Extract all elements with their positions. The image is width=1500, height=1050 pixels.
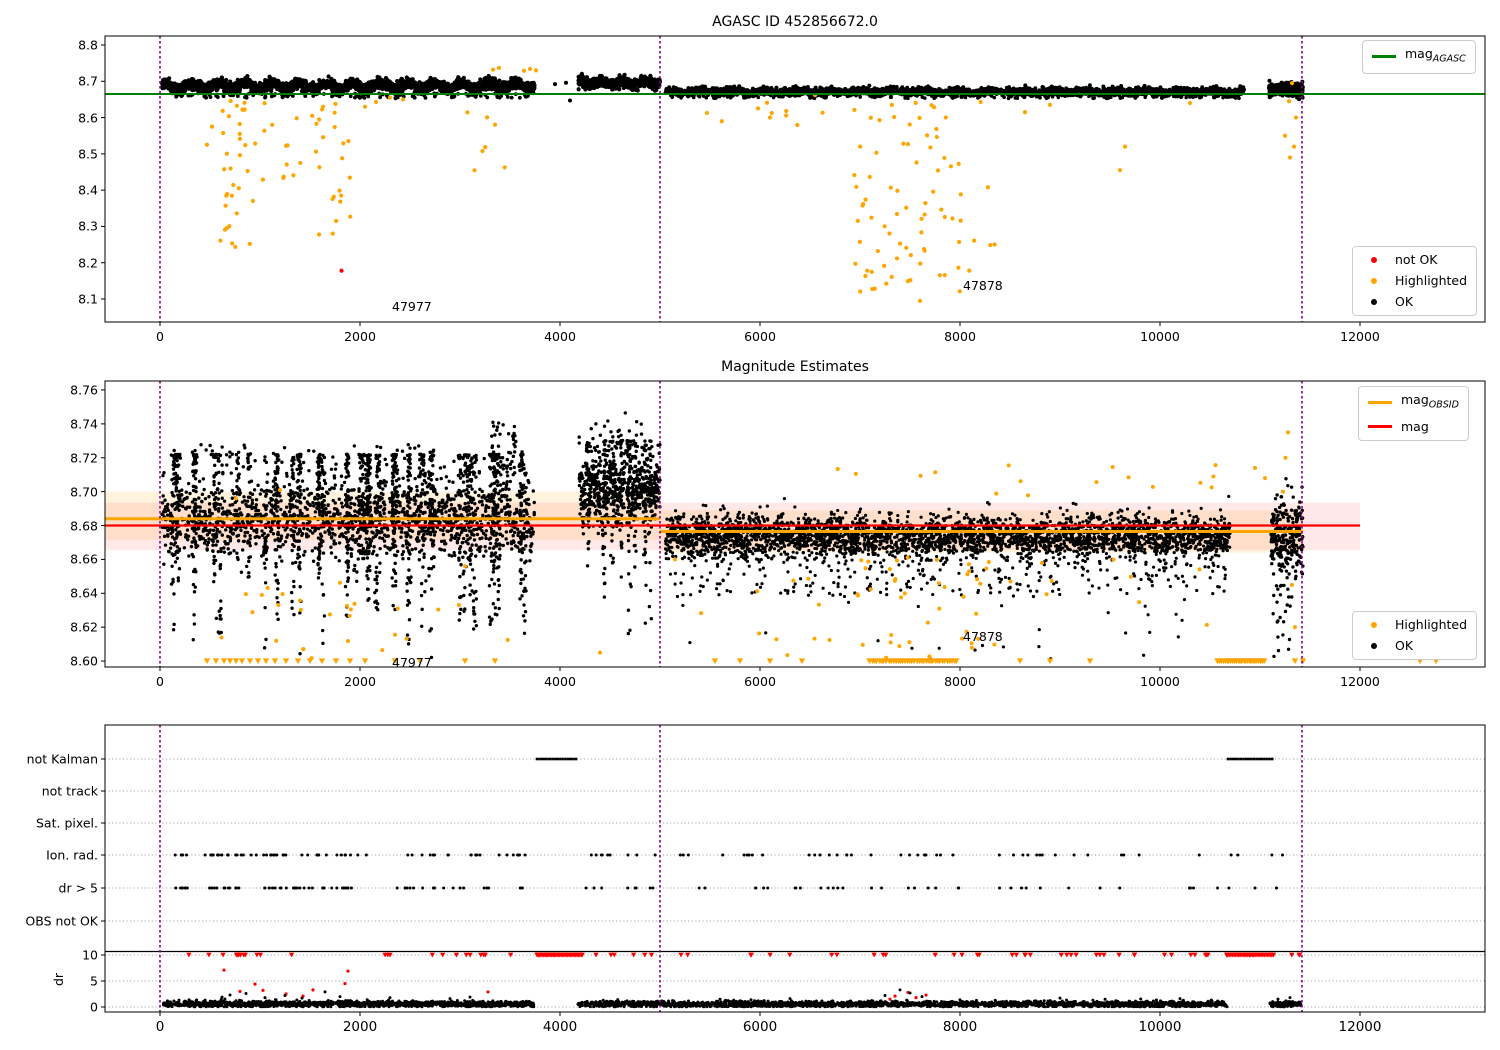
legend-item: magAGASC bbox=[1372, 46, 1466, 68]
x-tick-label: 4000 bbox=[544, 674, 576, 689]
x-tick-label: 0 bbox=[155, 1019, 165, 1035]
legend-item: Highlighted bbox=[1362, 273, 1467, 289]
legend-label: Highlighted bbox=[1395, 273, 1468, 288]
legend-item: OK bbox=[1362, 638, 1467, 654]
flag-row-label: dr > 5 bbox=[58, 880, 98, 896]
y-tick-label: 8.74 bbox=[70, 416, 98, 432]
legend-item: Highlighted bbox=[1362, 617, 1467, 633]
y-tick-label: 8.1 bbox=[78, 291, 98, 307]
legend-item: mag bbox=[1368, 419, 1459, 435]
x-tick-label: 12000 bbox=[1340, 329, 1380, 344]
x-tick-label: 8000 bbox=[942, 1019, 978, 1035]
flag-row-label: OBS not OK bbox=[25, 913, 98, 929]
mag-obsid-line-swatch bbox=[1368, 401, 1392, 405]
legend-label: magOBSID bbox=[1401, 392, 1459, 411]
dr-tick-label: 5 bbox=[90, 973, 98, 989]
y-tick-label: 8.68 bbox=[70, 518, 98, 534]
flag-row-label: not Kalman bbox=[26, 751, 98, 767]
x-tick-label: 4000 bbox=[544, 329, 576, 344]
y-tick-label: 8.4 bbox=[78, 182, 98, 198]
y-tick-label: 8.62 bbox=[70, 619, 98, 635]
not-ok-dot-icon bbox=[1362, 255, 1386, 265]
y-tick-label: 8.2 bbox=[78, 255, 98, 271]
middle-chart-title: Magnitude Estimates bbox=[721, 359, 869, 375]
legend-label: OK bbox=[1395, 294, 1414, 309]
ok-dot-icon bbox=[1362, 297, 1386, 307]
y-tick-label: 8.3 bbox=[78, 218, 98, 234]
y-tick-label: 8.64 bbox=[70, 585, 98, 601]
x-tick-label: 12000 bbox=[1340, 674, 1380, 689]
y-tick-label: 8.76 bbox=[70, 382, 98, 398]
x-tick-label: 6000 bbox=[744, 329, 776, 344]
x-tick-label: 10000 bbox=[1140, 674, 1180, 689]
x-tick-label: 8000 bbox=[944, 674, 976, 689]
obsid-annotation-47878-top: 47878 bbox=[963, 278, 1003, 293]
legend-label: not OK bbox=[1395, 252, 1438, 267]
obsid-annotation-47977-middle: 47977 bbox=[392, 655, 432, 670]
x-tick-label: 10000 bbox=[1138, 1019, 1182, 1035]
x-tick-label: 2000 bbox=[344, 329, 376, 344]
legend-point-classes-middle: Highlighted OK bbox=[1352, 611, 1478, 660]
flag-row-label: Sat. pixel. bbox=[36, 815, 98, 831]
highlighted-dot-icon bbox=[1362, 276, 1386, 286]
x-tick-label: 8000 bbox=[944, 329, 976, 344]
y-tick-label: 8.8 bbox=[78, 37, 98, 53]
legend-item: magOBSID bbox=[1368, 392, 1459, 414]
obsid-annotation-47878-middle: 47878 bbox=[963, 629, 1003, 644]
y-tick-label: 8.72 bbox=[70, 450, 98, 466]
y-tick-label: 8.70 bbox=[70, 484, 98, 500]
legend-label: magAGASC bbox=[1405, 46, 1466, 65]
x-tick-label: 2000 bbox=[344, 674, 376, 689]
obsid-annotation-47977-top: 47977 bbox=[392, 299, 432, 314]
legend-point-classes-top: not OK Highlighted OK bbox=[1352, 246, 1478, 316]
x-tick-label: 0 bbox=[156, 674, 164, 689]
y-tick-label: 8.7 bbox=[78, 73, 98, 89]
x-tick-label: 6000 bbox=[742, 1019, 778, 1035]
top-chart-title: AGASC ID 452856672.0 bbox=[712, 14, 878, 30]
legend-item: not OK bbox=[1362, 252, 1467, 268]
x-tick-label: 6000 bbox=[744, 674, 776, 689]
legend-label: mag bbox=[1401, 418, 1429, 434]
flag-row-label: not track bbox=[41, 783, 98, 799]
legend-mag-lines: magOBSID mag bbox=[1358, 386, 1469, 441]
y-tick-label: 8.66 bbox=[70, 551, 98, 567]
mag-agasc-line-swatch bbox=[1372, 55, 1396, 59]
x-tick-label: 2000 bbox=[342, 1019, 378, 1035]
mag-line-swatch bbox=[1368, 425, 1392, 428]
y-tick-label: 8.60 bbox=[70, 653, 98, 669]
legend-item: OK bbox=[1362, 294, 1467, 310]
flag-row-label: Ion. rad. bbox=[46, 847, 98, 863]
x-tick-label: 4000 bbox=[542, 1019, 578, 1035]
y-tick-label: 8.5 bbox=[78, 146, 98, 162]
legend-label: OK bbox=[1395, 638, 1414, 653]
highlighted-dot-icon bbox=[1362, 620, 1386, 630]
x-tick-label: 12000 bbox=[1338, 1019, 1382, 1035]
legend-label: Highlighted bbox=[1395, 617, 1468, 632]
x-tick-label: 0 bbox=[156, 329, 164, 344]
legend-mag-agasc: magAGASC bbox=[1362, 40, 1476, 74]
dr-tick-label: 0 bbox=[90, 999, 98, 1015]
y-tick-label: 8.6 bbox=[78, 110, 98, 126]
dr-tick-label: 10 bbox=[82, 947, 98, 963]
x-tick-label: 10000 bbox=[1140, 329, 1180, 344]
ok-dot-icon bbox=[1362, 641, 1386, 651]
